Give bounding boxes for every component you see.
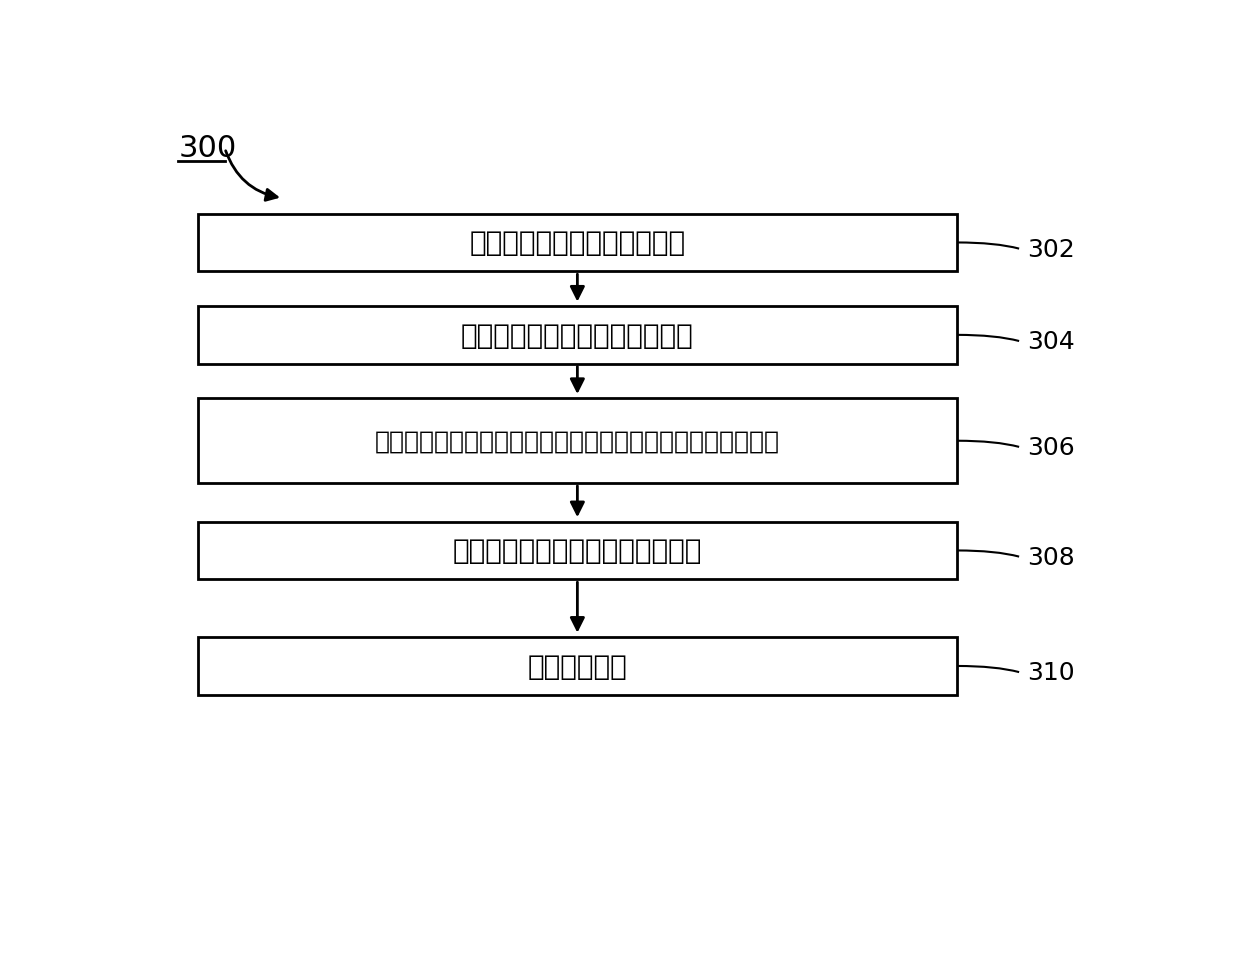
Text: 确定身体部分移动和移动时间: 确定身体部分移动和移动时间 <box>469 230 686 257</box>
Text: 恢复图像采集: 恢复图像采集 <box>527 652 627 680</box>
Text: 300: 300 <box>179 133 237 163</box>
Bar <box>197 307 957 364</box>
Text: 检测身体部分何时回到初始位置中: 检测身体部分何时回到初始位置中 <box>453 537 702 565</box>
Text: 确定身体部分移动的方向和幅値: 确定身体部分移动的方向和幅値 <box>461 321 693 350</box>
Text: 302: 302 <box>1027 237 1075 261</box>
Bar <box>197 638 957 695</box>
Bar <box>197 214 957 272</box>
Text: 当患者移动时中断或停止图像采集并请求对患者进行重新定位: 当患者移动时中断或停止图像采集并请求对患者进行重新定位 <box>374 429 780 454</box>
Text: 310: 310 <box>1027 660 1075 684</box>
Text: 304: 304 <box>1027 330 1075 354</box>
Text: 306: 306 <box>1027 436 1075 459</box>
Bar <box>197 522 957 579</box>
Text: 308: 308 <box>1027 545 1075 569</box>
Bar <box>197 399 957 483</box>
